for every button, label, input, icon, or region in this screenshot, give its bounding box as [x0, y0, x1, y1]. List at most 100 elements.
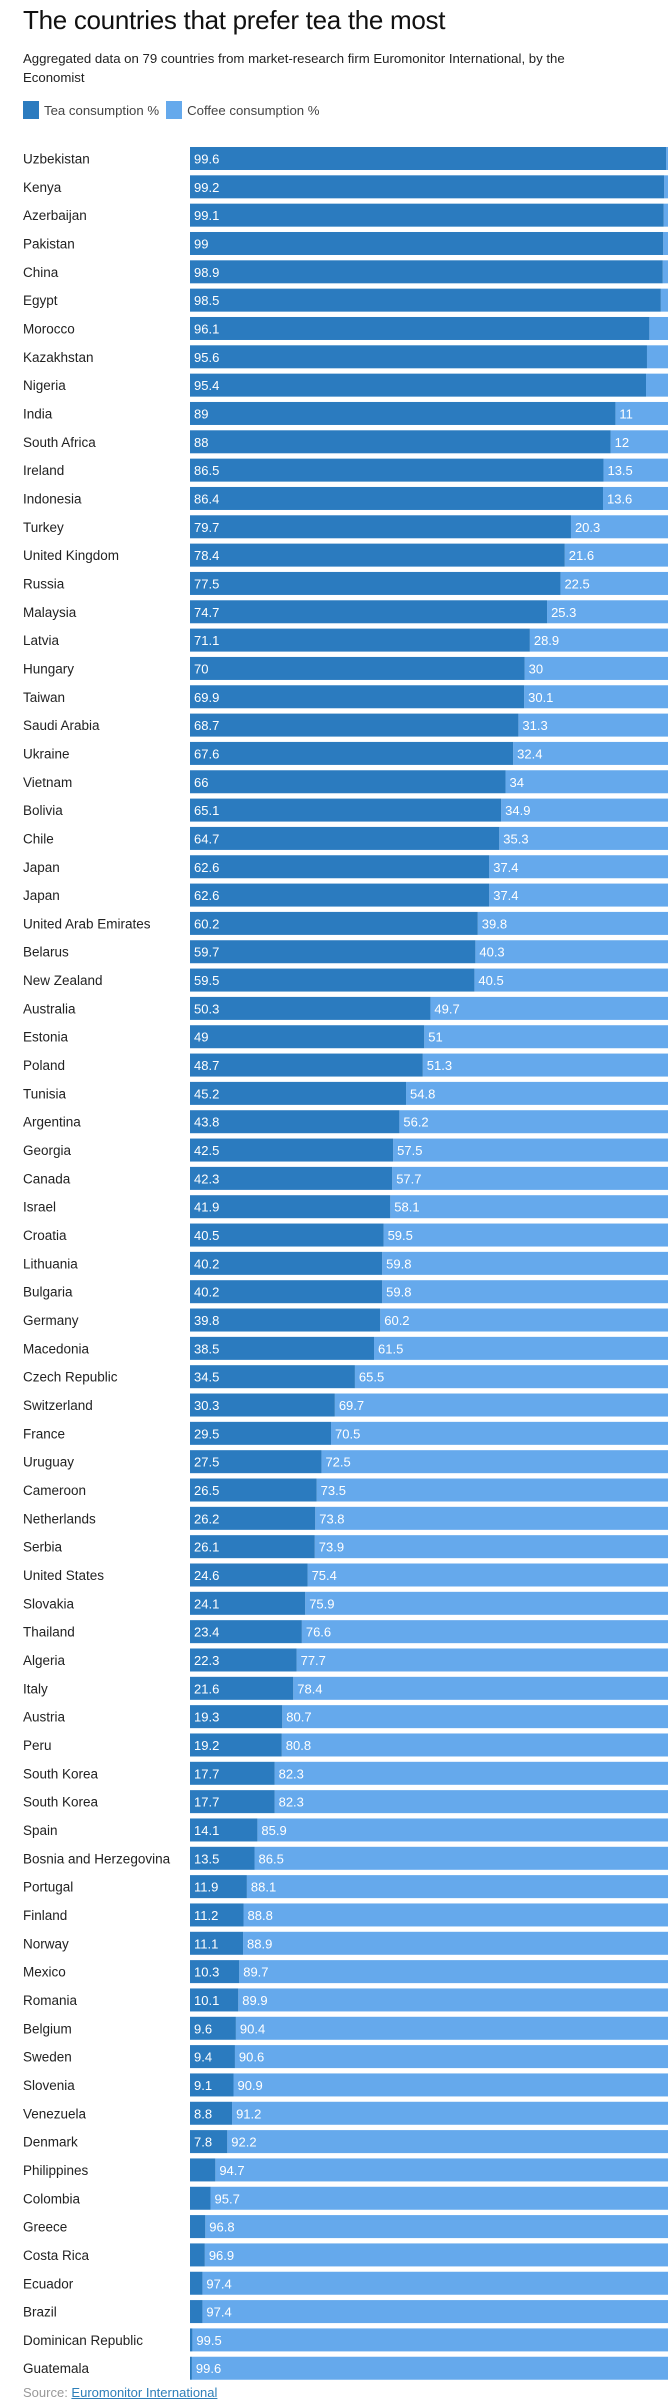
- category-label: Ecuador: [23, 2276, 74, 2291]
- data-label-coffee: 12: [615, 435, 629, 450]
- data-label-coffee: 58.1: [394, 1200, 419, 1215]
- data-label-tea: 78.4: [194, 548, 219, 563]
- bar-row: Russia 77.5 22.5: [23, 571, 668, 595]
- bar-row: Portugal 11.9 88.1: [23, 1875, 668, 1899]
- bar-tea: [190, 1478, 317, 1502]
- category-label: Nigeria: [23, 378, 66, 393]
- bar-tea: [190, 1988, 239, 2012]
- data-label-coffee: 89.7: [243, 1965, 268, 1980]
- bar-coffee: [243, 1903, 668, 1927]
- source-link[interactable]: Euromonitor International: [71, 2385, 218, 2400]
- data-label-coffee: 37.4: [493, 888, 518, 903]
- bar-coffee: [316, 1478, 668, 1502]
- data-label-tea: 99.1: [194, 208, 219, 223]
- category-label: Australia: [23, 1001, 76, 1016]
- data-label-tea: 19.3: [194, 1710, 219, 1725]
- category-label: Macedonia: [23, 1341, 90, 1356]
- category-label: Bolivia: [23, 803, 63, 818]
- bar-tea: [190, 968, 475, 992]
- data-label-coffee: 20.3: [575, 520, 600, 535]
- category-label: Belgium: [23, 2021, 72, 2036]
- bar-coffee: [513, 741, 668, 765]
- bar-row: United States 24.6 75.4: [23, 1563, 668, 1587]
- bar-row: Switzerland 30.3 69.7: [23, 1393, 668, 1417]
- data-label-tea: 49: [194, 1030, 208, 1045]
- bar-tea: [190, 826, 500, 850]
- bar-coffee: [215, 2158, 668, 2182]
- data-label-tea: 77.5: [194, 576, 219, 591]
- bar-coffee: [477, 911, 668, 935]
- data-label-coffee: 39.8: [482, 916, 507, 931]
- category-label: Romania: [23, 1993, 78, 2008]
- data-label-coffee: 28.9: [534, 633, 559, 648]
- bar-tea: [190, 2271, 203, 2295]
- bar-coffee: [518, 713, 668, 737]
- data-label-tea: 7.8: [194, 2135, 212, 2150]
- bar-tea: [190, 345, 647, 369]
- data-label-tea: 14.1: [194, 1823, 219, 1838]
- data-label-tea: 95.4: [194, 378, 219, 393]
- data-label-coffee: 85.9: [261, 1823, 286, 1838]
- bar-row: United Arab Emirates 60.2 39.8: [23, 911, 668, 935]
- category-label: Indonesia: [23, 491, 82, 506]
- bar-row: Estonia 49 51: [23, 1025, 668, 1049]
- category-label: Slovenia: [23, 2078, 75, 2093]
- bar-tea: [190, 543, 565, 567]
- data-label-coffee: 32.4: [517, 746, 542, 761]
- bar-row: Germany 39.8 60.2: [23, 1308, 668, 1332]
- bar-tea: [190, 1620, 302, 1644]
- data-label-tea: 66: [194, 775, 208, 790]
- bar-coffee: [399, 1110, 668, 1134]
- bar-coffee: [602, 486, 668, 510]
- bar-row: Belgium 9.6 90.4: [23, 2016, 668, 2040]
- bar-coffee: [649, 316, 668, 340]
- bar-coffee: [321, 1450, 668, 1474]
- bar-coffee: [234, 2045, 668, 2069]
- bar-row: Czech Republic 34.5 65.5: [23, 1365, 668, 1389]
- category-label: Brazil: [23, 2305, 57, 2320]
- data-label-tea: 17.7: [194, 1766, 219, 1781]
- bar-tea: [190, 1506, 316, 1530]
- legend-label-coffee: Coffee consumption %: [187, 102, 320, 118]
- data-label-tea: 88: [194, 435, 208, 450]
- data-label-coffee: 91.2: [236, 2106, 261, 2121]
- data-label-coffee: 73.5: [321, 1483, 346, 1498]
- bar-coffee: [202, 2300, 668, 2324]
- bar-tea: [190, 1110, 400, 1134]
- data-label-tea: 41.9: [194, 1200, 219, 1215]
- data-label-tea: 89: [194, 406, 208, 421]
- legend: Tea consumption % Coffee consumption %: [23, 101, 327, 119]
- bar-coffee: [382, 1280, 668, 1304]
- bar-coffee: [239, 1960, 668, 1984]
- data-label-tea: 64.7: [194, 831, 219, 846]
- bar-tea: [190, 1903, 244, 1927]
- data-label-tea: 27.5: [194, 1455, 219, 1470]
- category-label: Japan: [23, 860, 60, 875]
- bar-row: France 29.5 70.5: [23, 1421, 668, 1445]
- bar-coffee: [422, 1053, 668, 1077]
- bar-row: Macedonia 38.5 61.5: [23, 1336, 668, 1360]
- chart-subtitle: Aggregated data on 79 countries from mar…: [23, 51, 565, 85]
- bar-row: Dominican Republic 99.5: [23, 2328, 668, 2352]
- data-label-tea: 22.3: [194, 1653, 219, 1668]
- bar-coffee: [570, 515, 668, 539]
- bar-tea: [190, 741, 514, 765]
- bar-coffee: [281, 1733, 668, 1757]
- bar-tea: [190, 1195, 391, 1219]
- bar-row: Morocco 96.1: [23, 316, 668, 340]
- bar-row: Saudi Arabia 68.7 31.3: [23, 713, 668, 737]
- category-label: South Korea: [23, 1766, 99, 1781]
- data-label-tea: 9.1: [194, 2078, 212, 2093]
- category-label: Tunisia: [23, 1086, 67, 1101]
- data-label-coffee: 37.4: [493, 860, 518, 875]
- bar-coffee: [293, 1676, 668, 1700]
- category-label: Uruguay: [23, 1455, 74, 1470]
- bar-tea: [190, 996, 431, 1020]
- data-label-coffee: 72.5: [325, 1455, 350, 1470]
- bar-tea: [190, 2130, 228, 2154]
- data-label-coffee: 73.8: [319, 1511, 344, 1526]
- data-label-coffee: 13.5: [607, 463, 632, 478]
- bar-row: Lithuania 40.2 59.8: [23, 1251, 668, 1275]
- bar-row: China 98.9: [23, 260, 668, 284]
- bar-tea: [190, 2300, 203, 2324]
